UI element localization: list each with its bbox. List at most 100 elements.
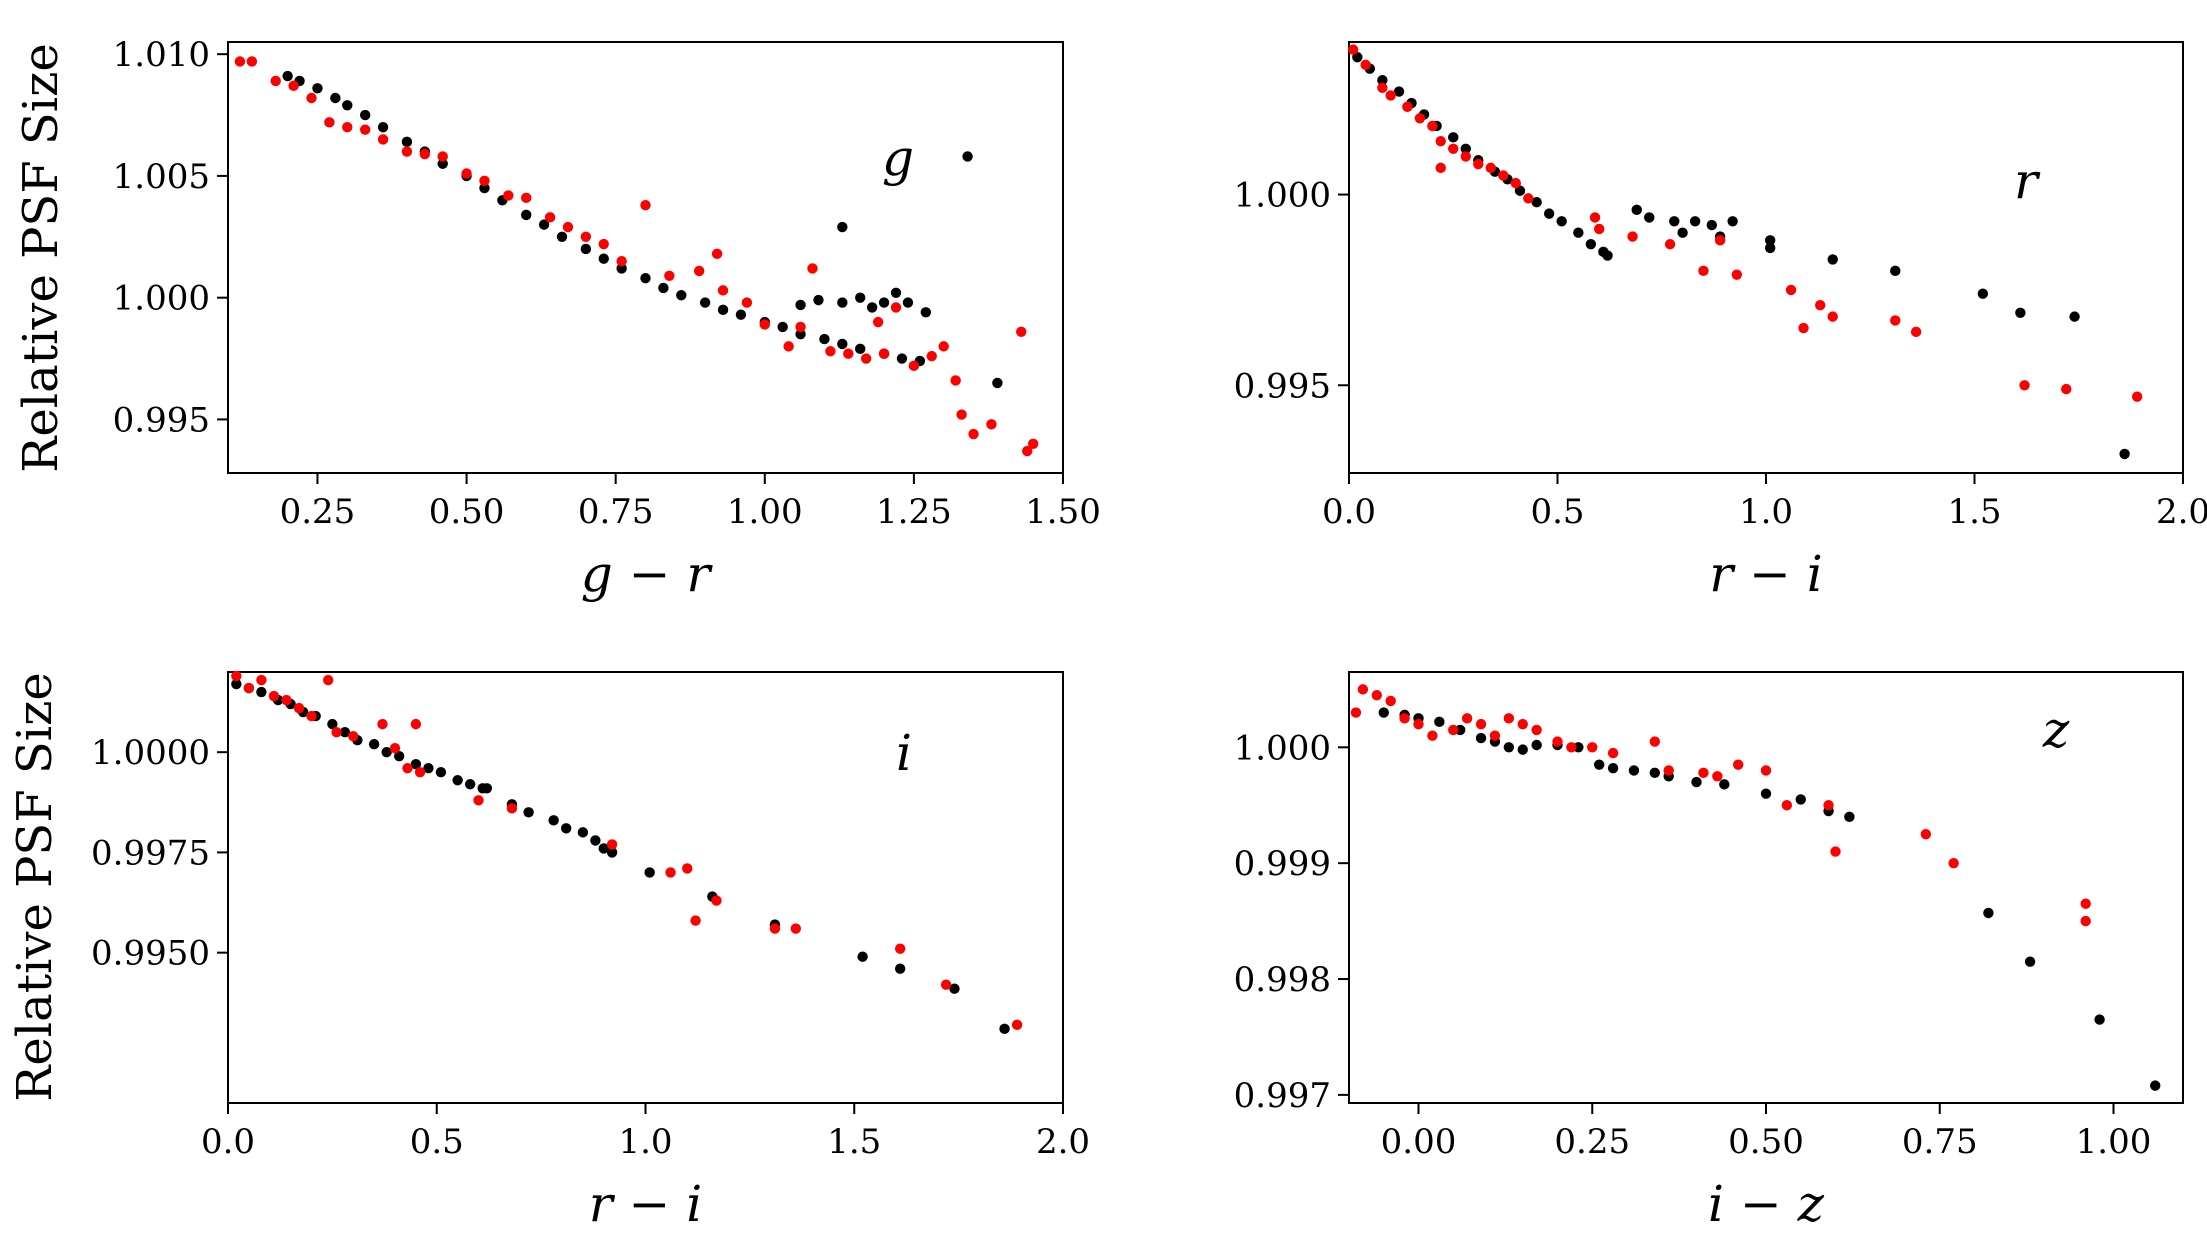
data-point — [306, 710, 317, 722]
data-point — [795, 299, 806, 311]
data-point — [1435, 162, 1446, 174]
data-point — [1594, 223, 1605, 235]
data-point — [401, 136, 413, 148]
x-tick-label: 1.00 — [2076, 1122, 2152, 1162]
data-point — [330, 92, 341, 104]
data-point — [866, 302, 878, 313]
data-point — [1350, 707, 1362, 718]
data-point — [1434, 716, 1445, 728]
data-point — [590, 835, 601, 846]
data-point — [2150, 1080, 2161, 1091]
data-point — [306, 92, 317, 104]
data-point — [1448, 132, 1459, 143]
data-point — [288, 80, 299, 92]
data-point — [577, 827, 589, 838]
data-point — [473, 795, 484, 806]
y-axis-label: Relative PSF Size — [13, 43, 69, 473]
data-point — [281, 694, 292, 706]
y-tick-label: 0.995 — [113, 400, 210, 440]
x-tick-label: 1.50 — [1025, 492, 1101, 532]
data-point — [331, 726, 342, 738]
data-point — [1977, 288, 1989, 299]
data-point — [293, 702, 305, 714]
data-point — [1691, 776, 1702, 788]
data-point — [231, 678, 242, 690]
data-point — [1698, 265, 1709, 277]
data-point — [381, 746, 392, 758]
y-tick-label: 0.995 — [1234, 366, 1331, 406]
data-point — [481, 783, 493, 794]
data-point — [544, 212, 556, 223]
y-tick-label: 1.000 — [1234, 176, 1331, 216]
data-point — [401, 146, 413, 157]
data-point — [1781, 800, 1793, 811]
data-point — [1664, 238, 1676, 250]
x-tick-label: 0.5 — [410, 1122, 464, 1162]
data-point — [1760, 765, 1772, 776]
data-point — [479, 175, 490, 186]
data-point — [1517, 718, 1528, 730]
data-point — [938, 341, 949, 352]
data-point — [1677, 227, 1688, 238]
data-point — [1594, 759, 1605, 770]
data-point — [1485, 162, 1496, 174]
data-point — [1948, 857, 1959, 869]
data-point — [950, 375, 961, 386]
y-tick-label: 1.0000 — [91, 733, 210, 773]
data-point — [324, 117, 335, 128]
data-point — [402, 763, 413, 774]
data-point — [1689, 216, 1701, 227]
data-point — [1785, 284, 1797, 296]
data-point — [548, 815, 559, 826]
data-point — [1706, 219, 1717, 231]
panel-z: 0.00 0.25 0.50 0.75 1.00 0.997 0.998 0.999 1.000… — [1234, 671, 2184, 1233]
data-point — [538, 219, 550, 230]
data-point — [1435, 135, 1446, 147]
data-point — [1510, 177, 1522, 189]
data-point — [1731, 269, 1743, 280]
data-point — [562, 221, 574, 233]
data-point — [377, 122, 389, 133]
data-point — [860, 353, 872, 364]
data-point — [949, 983, 960, 994]
data-point — [464, 779, 476, 790]
x-axis-label: r − i — [589, 1175, 703, 1233]
data-point — [246, 56, 258, 67]
data-point — [231, 670, 242, 682]
data-point — [837, 338, 848, 350]
data-point — [825, 346, 836, 357]
data-point — [1393, 86, 1405, 97]
data-point — [1827, 311, 1838, 322]
y-tick-label: 1.005 — [113, 157, 210, 197]
data-point — [1764, 242, 1776, 254]
data-point — [2080, 898, 2091, 909]
data-point — [2069, 311, 2080, 322]
data-point — [878, 297, 890, 308]
y-tick-label: 1.000 — [113, 279, 210, 319]
data-point — [894, 943, 906, 954]
x-tick-label: 0.50 — [1728, 1122, 1804, 1162]
data-point — [1352, 52, 1363, 63]
data-point — [377, 718, 388, 730]
data-point — [1631, 204, 1642, 216]
data-point — [256, 674, 267, 686]
data-point — [1815, 299, 1826, 311]
data-point — [1517, 744, 1528, 755]
data-point — [506, 803, 518, 814]
data-point — [234, 56, 246, 67]
data-point — [769, 923, 781, 934]
data-point — [503, 190, 514, 201]
data-point — [2094, 1014, 2105, 1025]
data-point — [580, 243, 592, 255]
data-point — [1890, 265, 1901, 277]
data-point — [1714, 235, 1726, 246]
data-point — [606, 839, 618, 850]
data-point — [1587, 742, 1598, 753]
data-point — [813, 294, 824, 306]
data-point — [243, 682, 255, 694]
y-axis-label: Relative PSF Size — [7, 672, 63, 1102]
data-point — [843, 348, 854, 359]
band-label: g — [882, 129, 914, 187]
data-point — [837, 297, 848, 308]
data-point — [711, 248, 723, 260]
